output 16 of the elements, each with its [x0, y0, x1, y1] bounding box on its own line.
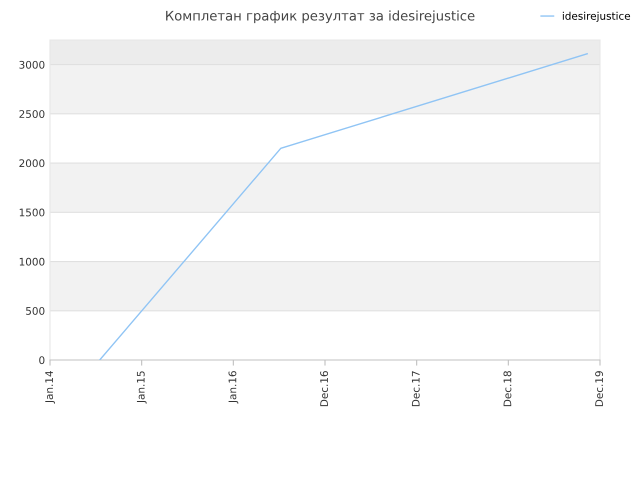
- x-tick-label: Dec.17: [412, 371, 420, 406]
- x-tick-label: Dec.19: [595, 371, 604, 406]
- y-tick-label: 2500: [19, 110, 44, 118]
- x-tick-label: Dec.18: [503, 371, 512, 406]
- chart-title: Комплетан график резултат за idesirejustice: [166, 10, 474, 24]
- y-tick-label: 1000: [20, 258, 44, 266]
- y-tick-label: 500: [26, 306, 44, 315]
- x-tick-label: Jan.15: [136, 371, 147, 404]
- x-tick-label: Dec.16: [320, 371, 328, 406]
- legend-label: idesirejustice: [562, 12, 630, 22]
- y-tick-label: 3000: [19, 60, 44, 69]
- y-tick-label: 0: [39, 356, 44, 364]
- y-tick-label: 1500: [20, 208, 44, 216]
- x-tick-label: Jan.16: [228, 371, 238, 404]
- x-tick-label: Jan.14: [45, 371, 55, 404]
- y-tick-label: 2000: [19, 159, 44, 168]
